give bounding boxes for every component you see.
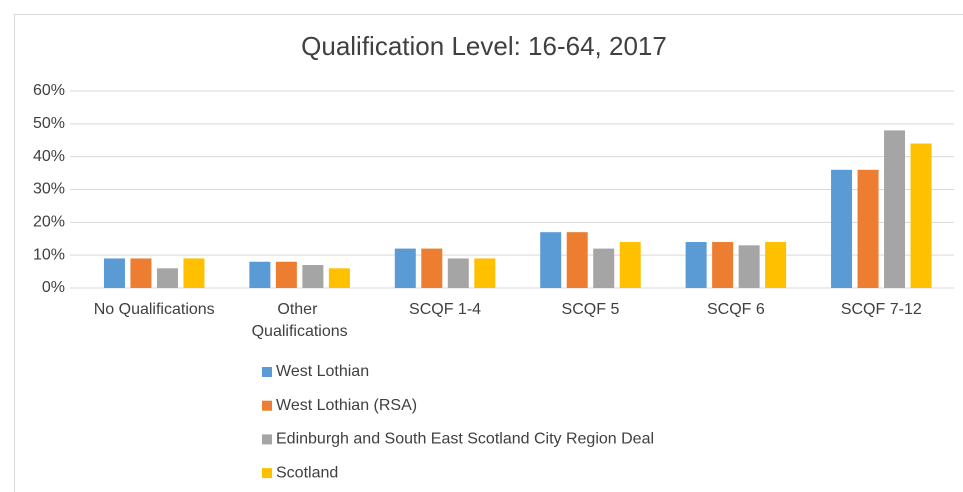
x-tick-label: Other Qualifications (252, 301, 348, 340)
bar (328, 268, 350, 288)
bar (619, 242, 641, 288)
legend-swatch (262, 434, 272, 445)
bar (447, 258, 469, 288)
y-tick-label: 30% (33, 181, 65, 198)
bar (130, 258, 152, 288)
legend-label: Edinburgh and South East Scotland City R… (276, 431, 654, 448)
bar (275, 261, 297, 288)
legend-label: Scotland (276, 464, 338, 481)
bar (103, 258, 125, 288)
legend-label: West Lothian (276, 363, 369, 380)
bar (566, 232, 588, 288)
bar (474, 258, 496, 288)
bar (765, 242, 787, 288)
y-tick-label: 40% (33, 148, 65, 165)
bar (156, 268, 178, 288)
y-tick-label: 10% (33, 246, 65, 263)
bar (302, 265, 324, 288)
bar (831, 169, 853, 288)
legend-swatch (262, 367, 272, 377)
y-tick-label: 20% (33, 214, 65, 231)
x-tick-label: No Qualifications (94, 301, 215, 318)
x-tick-label: SCQF 7-12 (841, 301, 922, 318)
x-tick-label: SCQF 1-4 (409, 301, 481, 318)
x-tick-label: SCQF 6 (707, 301, 765, 318)
y-tick-label: 60% (33, 82, 65, 99)
bar (183, 258, 205, 288)
x-tick-label: SCQF 5 (562, 301, 620, 318)
legend-label: West Lothian (RSA) (276, 397, 417, 414)
legend-swatch (262, 400, 272, 411)
y-tick-label: 0% (42, 279, 65, 296)
legend-swatch (262, 468, 272, 479)
bar (685, 242, 707, 288)
bar (884, 130, 906, 288)
bar (394, 248, 416, 288)
bar (421, 248, 443, 288)
bar (593, 248, 615, 288)
bar (540, 232, 562, 288)
bar (910, 143, 932, 288)
y-tick-label: 50% (33, 115, 65, 132)
bar (712, 242, 734, 288)
bar (738, 245, 760, 288)
bar (249, 261, 271, 288)
bar (857, 169, 879, 288)
chart-title: Qualification Level: 16-64, 2017 (301, 31, 667, 61)
chart-frame (14, 14, 963, 492)
